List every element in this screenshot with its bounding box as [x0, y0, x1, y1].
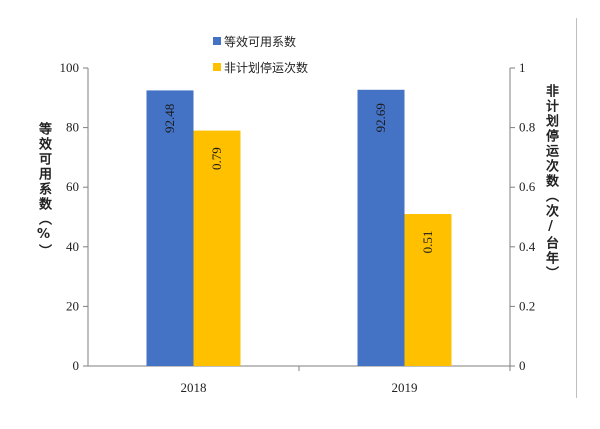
legend-label: 等效可用系数: [224, 34, 296, 49]
left-tick-label: 100: [60, 60, 80, 75]
legend-label: 非计划停运次数: [224, 60, 308, 75]
bar: [193, 130, 241, 366]
right-border-line: [576, 18, 577, 398]
left-axis-title: 等效可用系数（%）: [36, 122, 51, 259]
right-tick-label: 0.4: [519, 239, 536, 254]
bar: [404, 214, 452, 366]
right-tick-label: 0.2: [519, 298, 535, 313]
data-label: 92.69: [373, 103, 388, 132]
right-tick-label: 0.6: [519, 179, 536, 194]
data-labels: 92.48 0.79 92.69 0.51: [162, 103, 435, 253]
data-label: 0.79: [209, 147, 224, 170]
bar-series: [146, 89, 452, 366]
data-label: 92.48: [162, 104, 177, 133]
right-tick-label: 0: [519, 358, 526, 373]
left-tick-label: 80: [66, 120, 79, 135]
right-axis-title: 非计划停运次数（次/台年）: [543, 84, 558, 281]
right-tick-label: 0.8: [519, 120, 535, 135]
legend-swatch: [213, 63, 221, 71]
bar: [146, 90, 194, 366]
legend-swatch: [213, 37, 221, 45]
left-tick-label: 20: [66, 298, 79, 313]
left-tick-label: 0: [73, 358, 80, 373]
data-label: 0.51: [420, 231, 435, 254]
left-tick-label: 40: [66, 239, 79, 254]
right-tick-label: 1: [519, 60, 526, 75]
left-tick-label: 60: [66, 179, 79, 194]
chart-axes: 0 20 40 60 80 100 0 0.2 0.4 0.6 0.8 1 2018 2019: [60, 60, 536, 395]
x-tick-label: 2019: [392, 380, 418, 395]
bar: [357, 89, 405, 366]
x-tick-label: 2018: [181, 380, 207, 395]
